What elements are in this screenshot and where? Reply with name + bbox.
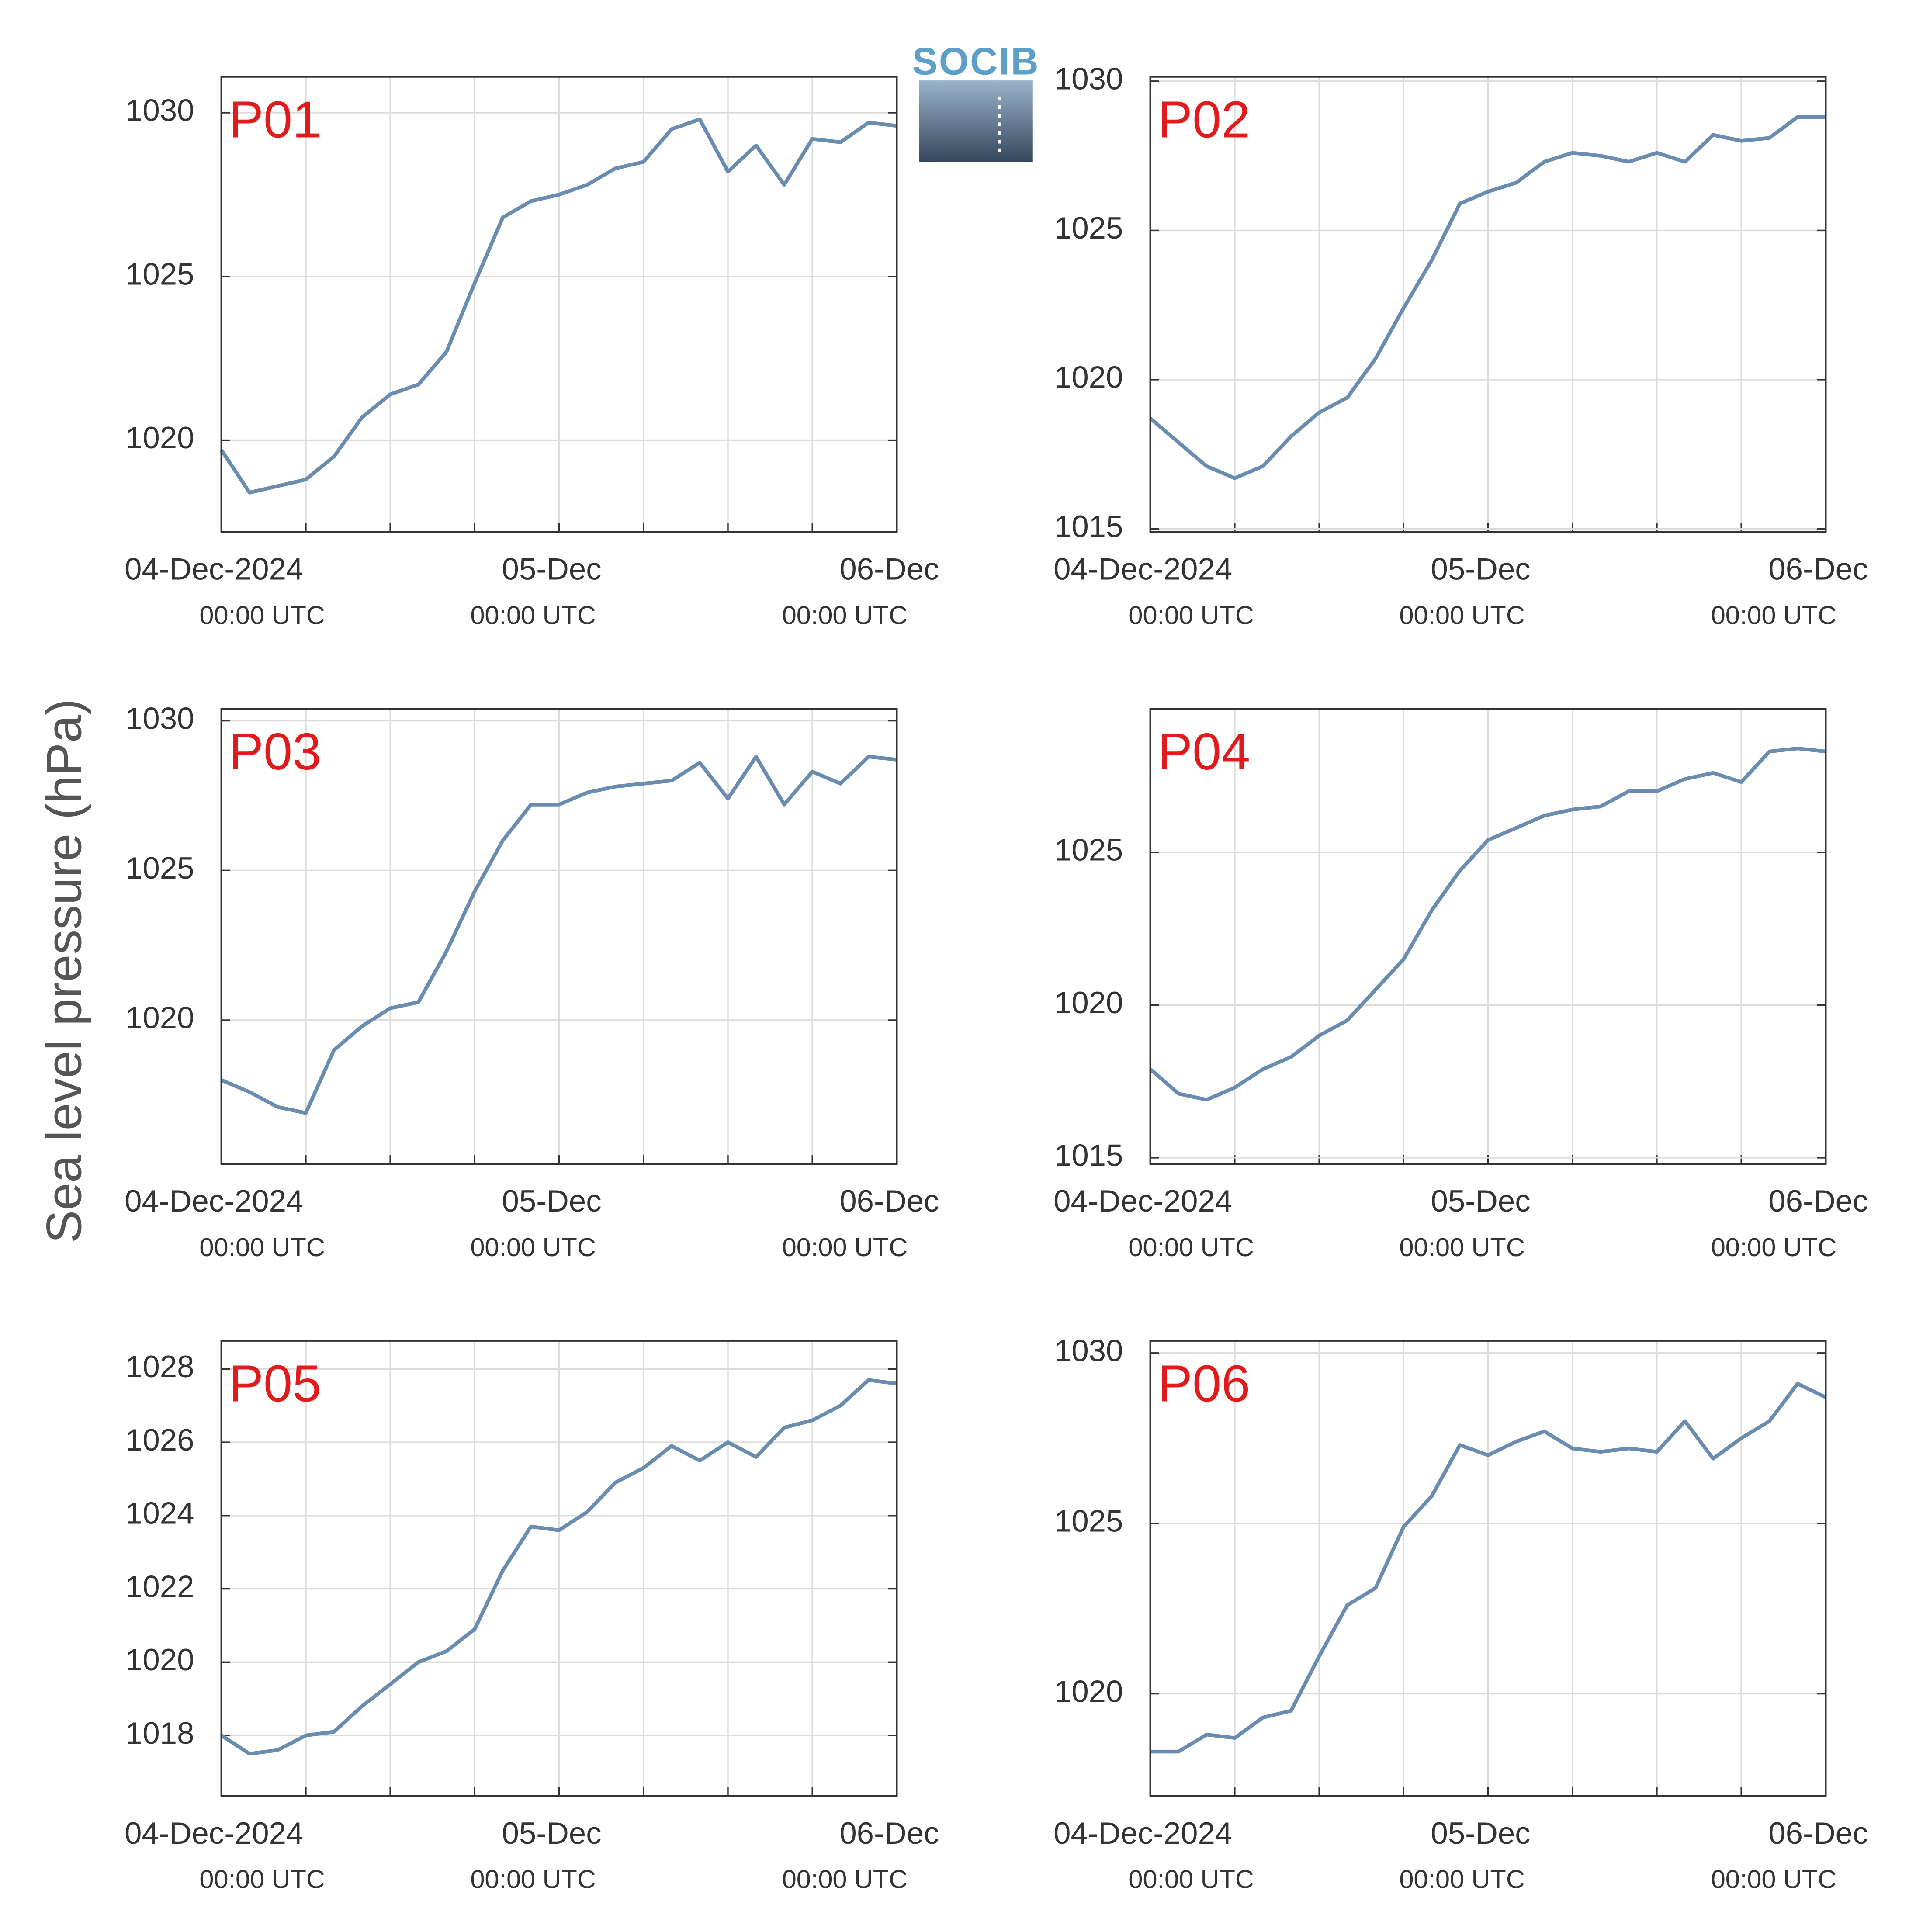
x-tick-label: 04-Dec-2024 [125, 1184, 303, 1218]
logo-text: SOCIB [912, 40, 1040, 83]
x-tick-sublabel: 00:00 UTC [782, 600, 908, 630]
data-line [1150, 1381, 1827, 1754]
x-tick-sublabel: 00:00 UTC [1711, 1865, 1836, 1894]
x-tick-label: 06-Dec [839, 552, 939, 586]
x-tick-label: 05-Dec [1431, 1184, 1530, 1218]
y-tick-label: 1025 [125, 851, 194, 885]
x-tick-sublabel: 00:00 UTC [1711, 600, 1836, 630]
panel-title: P05 [229, 1355, 322, 1413]
data-line [221, 755, 897, 1115]
y-tick-label: 1028 [125, 1349, 194, 1384]
x-tick-label: 05-Dec [1431, 1816, 1530, 1850]
plot-frame [1149, 1340, 1827, 1797]
data-line [1149, 115, 1826, 480]
x-tick-label: 06-Dec [1768, 1184, 1868, 1218]
y-tick-label: 1020 [1054, 360, 1123, 395]
x-tick-sublabel: 00:00 UTC [1399, 600, 1524, 630]
x-tick-label: 06-Dec [1768, 552, 1868, 586]
x-tick-label: 04-Dec-2024 [1053, 552, 1232, 586]
x-tick-sublabel: 00:00 UTC [199, 600, 325, 630]
x-tick-sublabel: 00:00 UTC [470, 1233, 596, 1262]
y-tick-label: 1018 [125, 1716, 194, 1750]
y-tick-label: 1015 [1054, 509, 1123, 544]
panel: 04-Dec-2024 00:00 UTC 05-Dec 00:00 UTC 06-De… [125, 701, 939, 1262]
x-tick-sublabel: 00:00 UTC [1711, 1233, 1836, 1262]
panel: 04-Dec-2024 00:00 UTC 05-Dec 00:00 UTC 06-De… [1053, 708, 1868, 1262]
x-tick-label: 04-Dec-2024 [1053, 1184, 1232, 1218]
plot-frame [220, 76, 898, 533]
panel-title: P03 [229, 723, 322, 781]
y-tick-label: 1025 [1054, 1503, 1123, 1538]
x-tick-sublabel: 00:00 UTC [470, 600, 596, 630]
panel: 04-Dec-2024 00:00 UTC 05-Dec 00:00 UTC 06-De… [125, 76, 939, 630]
x-tick-sublabel: 00:00 UTC [782, 1865, 908, 1894]
plot-frame [220, 1340, 898, 1797]
y-tick-label: 1020 [125, 420, 194, 455]
y-tick-label: 1030 [125, 701, 194, 735]
x-tick-sublabel: 00:00 UTC [1128, 1865, 1254, 1894]
data-line [220, 117, 897, 495]
data-line [220, 1378, 897, 1756]
x-tick-sublabel: 00:00 UTC [470, 1865, 596, 1894]
y-tick-label: 1020 [125, 1642, 194, 1677]
y-tick-label: 1025 [1054, 832, 1123, 867]
panel: 04-Dec-2024 00:00 UTC 05-Dec 00:00 UTC 06-De… [125, 1340, 939, 1894]
x-tick-label: 04-Dec-2024 [1053, 1816, 1232, 1850]
x-tick-label: 05-Dec [502, 552, 602, 586]
plot-frame [220, 708, 898, 1165]
x-tick-label: 06-Dec [839, 1184, 939, 1218]
panel: 04-Dec-2024 00:00 UTC 05-Dec 00:00 UTC 06-De… [1053, 62, 1868, 630]
panel: 04-Dec-2024 00:00 UTC 05-Dec 00:00 UTC 06-De… [1053, 1333, 1868, 1894]
x-tick-label: 05-Dec [502, 1816, 602, 1850]
y-tick-label: 1020 [1054, 985, 1123, 1020]
y-tick-label: 1025 [1054, 211, 1123, 245]
x-tick-label: 04-Dec-2024 [125, 1816, 303, 1850]
x-tick-sublabel: 00:00 UTC [199, 1865, 325, 1894]
x-tick-sublabel: 00:00 UTC [1128, 1233, 1254, 1262]
x-tick-sublabel: 00:00 UTC [1399, 1865, 1524, 1894]
y-tick-label: 1030 [1054, 62, 1123, 96]
panel-title: P01 [229, 91, 322, 149]
x-tick-label: 06-Dec [839, 1816, 939, 1850]
plot-frame [1149, 76, 1827, 533]
y-tick-label: 1015 [1054, 1138, 1123, 1173]
panel-title: P04 [1158, 723, 1251, 781]
logo: SOCIB [912, 40, 1040, 162]
x-tick-sublabel: 00:00 UTC [199, 1233, 325, 1262]
y-tick-label: 1025 [125, 256, 194, 291]
y-tick-label: 1022 [125, 1569, 194, 1603]
y-tick-label: 1020 [125, 1001, 194, 1035]
y-tick-label: 1024 [125, 1496, 194, 1530]
y-tick-label: 1020 [1054, 1674, 1123, 1708]
x-tick-label: 04-Dec-2024 [125, 552, 303, 586]
x-tick-label: 05-Dec [502, 1184, 602, 1218]
logo-block [919, 80, 1033, 162]
panel-title: P06 [1158, 1355, 1251, 1413]
x-tick-label: 06-Dec [1768, 1816, 1868, 1850]
x-tick-label: 05-Dec [1431, 552, 1530, 586]
x-tick-sublabel: 00:00 UTC [1399, 1233, 1524, 1262]
y-tick-label: 1030 [1054, 1333, 1123, 1368]
data-line [1149, 746, 1826, 1102]
panel-title: P02 [1158, 91, 1251, 149]
y-axis-label: Sea level pressure (hPa) [36, 699, 92, 1243]
y-tick-label: 1030 [125, 93, 194, 128]
x-tick-sublabel: 00:00 UTC [1128, 600, 1254, 630]
plot-frame [1149, 708, 1827, 1165]
x-tick-sublabel: 00:00 UTC [782, 1233, 908, 1262]
y-tick-label: 1026 [125, 1423, 194, 1457]
